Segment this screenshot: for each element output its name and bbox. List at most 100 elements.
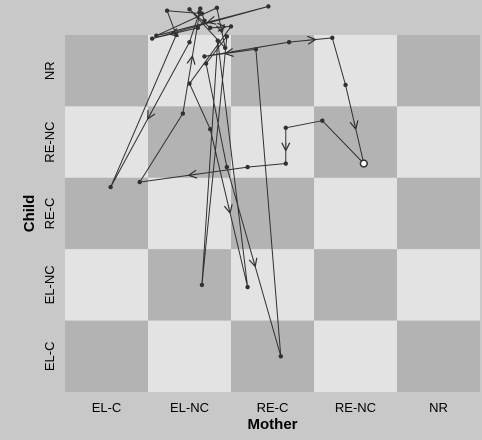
trajectory-arrow: [253, 259, 254, 263]
y-tick-label: EL-NC: [42, 265, 57, 304]
trajectory-point: [214, 5, 220, 11]
x-tick-label: EL-C: [92, 400, 122, 415]
trajectory-segment: [255, 49, 282, 357]
grid-cell: [397, 320, 480, 392]
trajectory-point: [137, 179, 142, 185]
grid-cell: [314, 106, 397, 178]
trajectory-point: [154, 33, 159, 38]
grid-cell: [314, 35, 397, 107]
grid-cell: [65, 249, 148, 321]
trajectory-point: [187, 7, 192, 12]
trajectory-segment: [285, 120, 323, 129]
trajectory-segment: [189, 83, 211, 130]
trajectory-arrow: [211, 20, 215, 21]
trajectory-point: [224, 164, 230, 170]
trajectory-point: [278, 354, 283, 359]
trajectory-point: [228, 24, 234, 29]
trajectory-segment: [139, 113, 184, 183]
trajectory-segment: [189, 8, 211, 29]
grid-cell: [148, 249, 231, 321]
grid-cell: [65, 320, 148, 392]
grid-cell: [148, 320, 231, 392]
grid-cell: [65, 35, 148, 107]
trajectory-segment: [110, 34, 177, 188]
trajectory-point: [187, 39, 192, 45]
trajectory-point: [245, 164, 250, 170]
trajectory-arrow: [228, 205, 229, 209]
trajectory-point: [245, 284, 250, 290]
y-tick-label: RE-C: [42, 198, 57, 230]
grid-cell: [231, 177, 314, 250]
trajectory-segment: [205, 36, 228, 64]
trajectory-point: [108, 184, 113, 190]
grid-cell: [65, 106, 148, 178]
grid-cell: [397, 249, 480, 321]
grid-cell: [314, 249, 397, 321]
trajectory-point: [224, 34, 230, 39]
grid-cells: [65, 35, 480, 392]
trajectory-segment: [247, 163, 286, 168]
trajectory-point: [215, 38, 220, 43]
trajectory-segment: [321, 120, 365, 164]
x-tick-label: RE-C: [257, 400, 289, 415]
trajectory-point: [164, 8, 170, 13]
y-tick-label: EL-C: [42, 341, 57, 371]
trajectory-point: [198, 6, 203, 11]
trajectory-point: [286, 39, 292, 45]
trajectory-point: [343, 82, 348, 88]
x-tick-label: RE-NC: [335, 400, 376, 415]
trajectory-point: [208, 127, 213, 132]
y-tick-label: RE-NC: [42, 122, 57, 163]
trajectory-segment: [201, 36, 228, 285]
grid-cell: [231, 320, 314, 392]
trajectory-point: [283, 125, 288, 131]
trajectory-point: [266, 4, 271, 9]
trajectory-arrow: [229, 52, 233, 53]
trajectory-point: [320, 118, 325, 123]
trajectory-point: [174, 32, 179, 38]
trajectory-point: [187, 81, 192, 86]
trajectory-point: [199, 11, 205, 16]
trajectory-point: [330, 35, 335, 41]
trajectory-arrow: [191, 60, 192, 64]
x-axis-title: Mother: [248, 416, 298, 433]
trajectory-segment: [331, 37, 347, 86]
grid-cell: [314, 320, 397, 392]
end-marker: [359, 159, 368, 168]
trajectory-point: [180, 111, 186, 116]
grid-cell: [314, 177, 397, 250]
grid-cell: [65, 177, 148, 250]
trajectory-segment: [156, 7, 218, 37]
x-tick-label: EL-NC: [170, 400, 209, 415]
grid-cell: [231, 106, 314, 178]
trajectory-point: [203, 61, 209, 66]
y-tick-label: NR: [42, 61, 57, 80]
grid-cell: [397, 35, 480, 107]
trajectory-arrow: [150, 112, 152, 116]
trajectory-point: [202, 54, 207, 59]
trajectory-segment: [204, 41, 290, 57]
trajectory-segment: [167, 10, 202, 15]
trajectory-segment: [201, 40, 219, 285]
trajectory-arrow: [193, 174, 197, 175]
y-axis-title: Child: [21, 195, 38, 233]
trajectory-point: [283, 161, 288, 166]
trajectory-arrow: [354, 121, 355, 125]
trajectory-point: [195, 25, 200, 31]
trajectory-point: [149, 36, 155, 41]
grid-cell: [231, 35, 314, 107]
grid-cell: [148, 177, 231, 250]
trajectory-point: [199, 282, 205, 288]
trajectory-point: [253, 47, 259, 52]
trajectory-point: [222, 45, 228, 51]
grid-cell: [397, 177, 480, 250]
x-tick-label: NR: [429, 400, 448, 415]
trajectory-segment: [205, 63, 228, 168]
trajectory-point: [208, 25, 213, 31]
trajectory: [108, 4, 368, 359]
axis-labels: EL-C EL-NC RE-C RE-NC NR EL-C EL-NC RE-C RE-NC NR…: [21, 61, 448, 433]
grid-cell: [397, 106, 480, 178]
trajectory-point: [202, 18, 207, 23]
